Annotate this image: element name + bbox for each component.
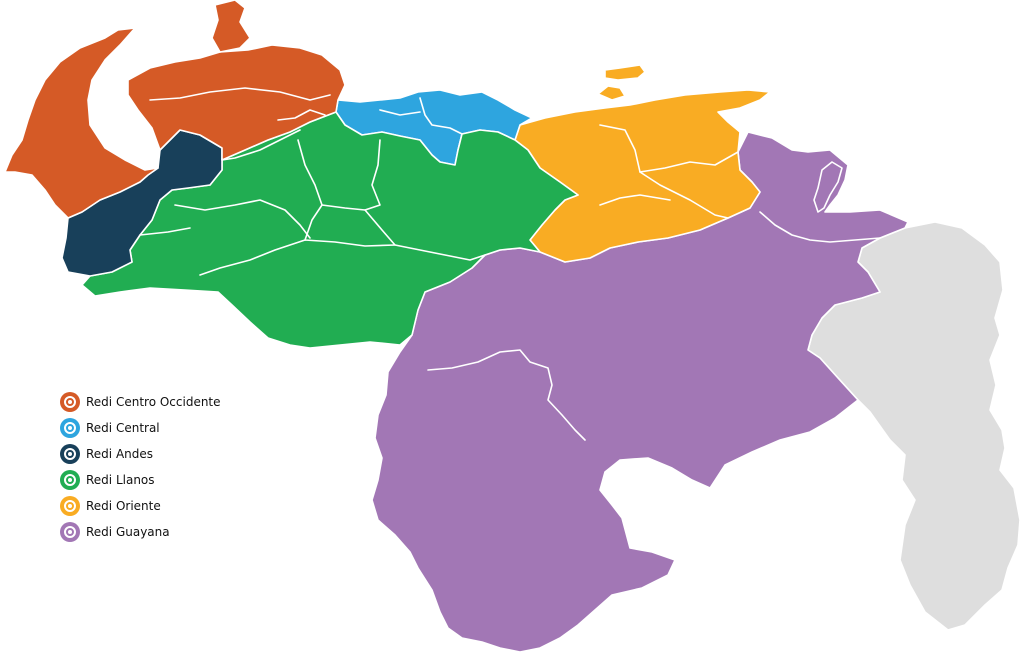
- legend-marker-icon: [60, 496, 80, 516]
- legend-marker-icon: [60, 444, 80, 464]
- region-redi-oriente: [514, 64, 771, 263]
- legend-item-guayana: Redi Guayana: [60, 519, 260, 545]
- legend-label: Redi Centro Occidente: [86, 395, 221, 409]
- legend-marker-icon: [60, 418, 80, 438]
- legend-item-andes: Redi Andes: [60, 441, 260, 467]
- legend-item-central: Redi Central: [60, 415, 260, 441]
- legend-label: Redi Guayana: [86, 525, 170, 539]
- state-boundaries: [139, 87, 881, 441]
- legend-item-oriente: Redi Oriente: [60, 493, 260, 519]
- legend-label: Redi Central: [86, 421, 160, 435]
- legend-marker-icon: [60, 522, 80, 542]
- legend-label: Redi Andes: [86, 447, 154, 461]
- legend-marker-icon: [60, 470, 80, 490]
- legend-item-llanos: Redi Llanos: [60, 467, 260, 493]
- legend-item-centro-occidente: Redi Centro Occidente: [60, 389, 260, 415]
- region-redi-centro-occidente: [4, 0, 346, 219]
- map-legend: Redi Centro Occidente Redi Central Redi …: [60, 389, 260, 545]
- legend-marker-icon: [60, 392, 80, 412]
- legend-label: Redi Oriente: [86, 499, 161, 513]
- legend-label: Redi Llanos: [86, 473, 155, 487]
